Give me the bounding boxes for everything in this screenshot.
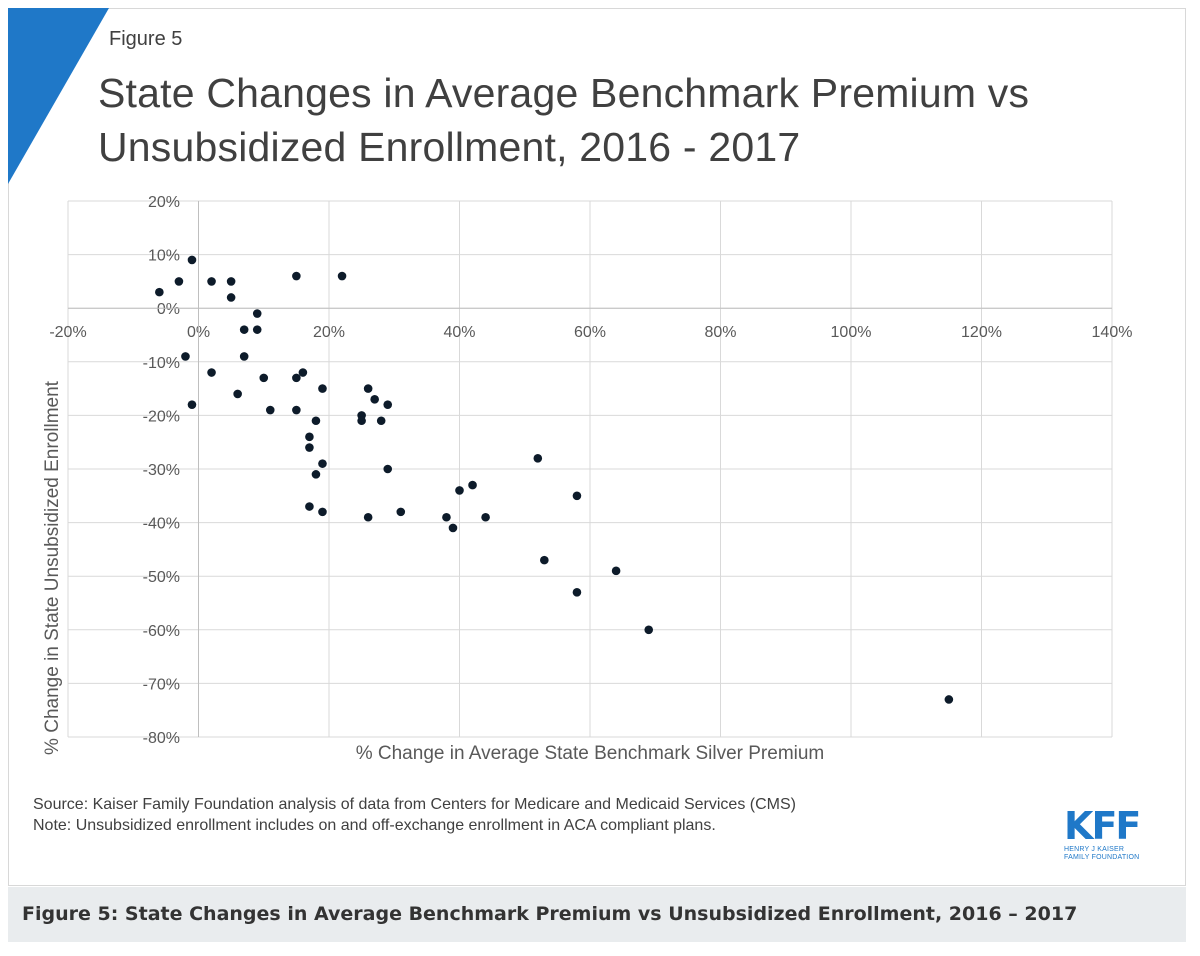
scatter-point — [233, 389, 242, 399]
scatter-point — [481, 512, 490, 522]
y-tick-label: -80% — [143, 730, 180, 747]
scatter-point — [181, 352, 190, 361]
kff-logo: KFF HENRY J KAISER FAMILY FOUNDATION — [1064, 806, 1154, 866]
scatter-point — [370, 395, 379, 404]
figure-label: Figure 5 — [109, 28, 183, 50]
scatter-point — [226, 277, 236, 286]
y-tick-label: -40% — [143, 516, 180, 533]
figure-caption: Figure 5: State Changes in Average Bench… — [22, 903, 1078, 925]
scatter-point — [318, 384, 327, 393]
y-tick-label: 10% — [148, 248, 180, 265]
note-text: Note: Unsubsidized enrollment includes o… — [33, 817, 716, 834]
scatter-point — [468, 480, 477, 490]
scatter-point — [376, 416, 386, 426]
scatter-point — [305, 502, 314, 511]
scatter-point — [292, 373, 301, 383]
y-tick-label: -30% — [143, 462, 180, 479]
caption-bar: Figure 5: State Changes in Average Bench… — [8, 887, 1186, 942]
scatter-point — [252, 309, 262, 318]
y-tick-label: -20% — [143, 408, 180, 425]
scatter-point — [363, 384, 373, 393]
scatter-point — [318, 459, 327, 468]
scatter-point — [448, 523, 458, 533]
logo-line-2: FAMILY FOUNDATION — [1064, 854, 1140, 861]
scatter-point — [442, 512, 451, 522]
scatter-point — [383, 464, 393, 474]
scatter-point — [155, 287, 164, 297]
scatter-point — [644, 625, 654, 635]
y-axis-title: % Change in State Unsubsidized Enrollmen… — [42, 380, 63, 755]
y-tick-label: 0% — [157, 301, 180, 318]
x-tick-label: 100% — [831, 324, 872, 341]
y-tick-label: 20% — [148, 194, 180, 211]
scatter-point — [239, 352, 249, 361]
scatter-point — [259, 373, 269, 383]
scatter-point — [305, 443, 314, 452]
x-tick-label: 40% — [443, 324, 475, 341]
logo-line-1: HENRY J KAISER — [1064, 846, 1125, 853]
source-text: Source: Kaiser Family Foundation analysi… — [33, 796, 796, 813]
scatter-point — [572, 587, 582, 597]
scatter-point — [265, 405, 275, 415]
scatter-point — [226, 293, 236, 302]
scatter-point — [337, 271, 347, 281]
scatter-point — [207, 277, 216, 286]
scatter-point — [318, 507, 327, 517]
scatter-point — [357, 416, 366, 426]
y-tick-label: -70% — [143, 676, 180, 693]
scatter-point — [292, 405, 301, 415]
x-tick-label: 20% — [313, 324, 345, 341]
x-tick-label: -20% — [49, 324, 86, 341]
scatter-point — [944, 695, 954, 704]
scatter-point — [239, 325, 249, 334]
scatter-point — [396, 507, 406, 517]
x-tick-label: 80% — [704, 324, 736, 341]
x-axis-title: % Change in Average State Benchmark Silv… — [356, 743, 825, 764]
scatter-point — [363, 512, 373, 522]
y-tick-label: -10% — [143, 355, 180, 372]
scatter-point — [174, 277, 184, 286]
logo-letters: KFF — [1064, 804, 1141, 848]
scatter-point — [305, 432, 314, 442]
figure-frame — [8, 8, 1186, 886]
scatter-point — [572, 491, 582, 501]
x-tick-label: 140% — [1092, 324, 1133, 341]
scatter-point — [533, 453, 543, 463]
chart-title-line-1: State Changes in Average Benchmark Premi… — [98, 70, 1030, 116]
scatter-point — [292, 271, 301, 281]
scatter-point — [298, 368, 308, 377]
x-tick-label: 120% — [961, 324, 1002, 341]
scatter-point — [611, 566, 621, 576]
scatter-point — [207, 368, 216, 377]
corner-accent — [8, 8, 109, 184]
scatter-point — [252, 325, 262, 334]
y-tick-label: -60% — [143, 623, 180, 640]
chart-title: State Changes in Average Benchmark Premi… — [98, 66, 1029, 174]
scatter-point — [311, 416, 321, 426]
chart-title-line-2: Unsubsidized Enrollment, 2016 - 2017 — [98, 124, 801, 170]
x-tick-label: 60% — [574, 324, 606, 341]
source-notes: Source: Kaiser Family Foundation analysi… — [33, 794, 796, 836]
scatter-point — [455, 486, 464, 495]
scatter-point — [383, 400, 393, 409]
scatter-point — [187, 255, 197, 265]
y-tick-label: -50% — [143, 569, 180, 586]
scatter-point — [187, 400, 197, 409]
scatter-point — [540, 555, 549, 565]
scatter-point — [311, 470, 321, 479]
